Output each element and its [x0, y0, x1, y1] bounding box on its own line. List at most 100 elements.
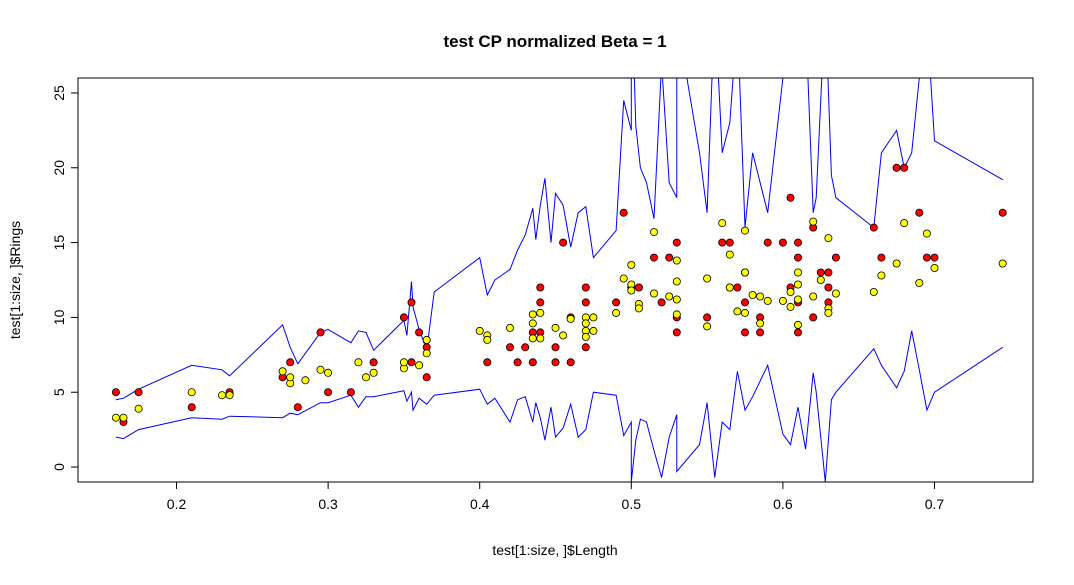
data-point	[794, 295, 803, 304]
x-tick-label: 0.4	[470, 496, 490, 512]
data-point	[869, 287, 878, 296]
data-point	[930, 253, 939, 262]
data-point	[619, 208, 628, 217]
data-point	[718, 238, 727, 247]
data-point	[831, 253, 840, 262]
data-point	[786, 193, 795, 202]
data-point	[286, 358, 295, 367]
data-point	[672, 238, 681, 247]
data-point	[536, 298, 545, 307]
x-tick-label: 0.7	[925, 496, 945, 512]
data-point	[756, 292, 765, 301]
data-point	[483, 358, 492, 367]
data-point	[794, 238, 803, 247]
data-point	[869, 223, 878, 232]
data-point	[589, 326, 598, 335]
data-point	[528, 310, 537, 319]
data-point	[513, 358, 522, 367]
chart-title: test CP normalized Beta = 1	[443, 32, 666, 51]
data-point	[407, 358, 416, 367]
data-point	[634, 283, 643, 292]
data-point	[559, 331, 568, 340]
data-point	[733, 283, 742, 292]
data-point	[672, 328, 681, 337]
y-tick-label: 20	[51, 160, 67, 176]
data-point	[528, 319, 537, 328]
y-axis-label: test[1:size, ]$Rings	[7, 221, 23, 339]
data-point	[892, 163, 901, 172]
x-tick-label: 0.6	[773, 496, 793, 512]
data-point	[650, 289, 659, 298]
data-point	[741, 298, 750, 307]
data-point	[741, 226, 750, 235]
data-point	[361, 373, 370, 382]
data-point	[703, 322, 712, 331]
data-point	[187, 403, 196, 412]
data-point	[915, 278, 924, 287]
data-point	[672, 256, 681, 265]
data-point	[111, 413, 120, 422]
data-point	[672, 295, 681, 304]
data-point	[650, 253, 659, 262]
data-point	[521, 343, 530, 352]
data-point	[225, 391, 234, 400]
data-point	[407, 298, 416, 307]
data-point	[324, 368, 333, 377]
data-point	[612, 298, 621, 307]
data-point	[763, 238, 772, 247]
y-tick-label: 5	[51, 388, 67, 396]
data-point	[824, 308, 833, 317]
data-point	[763, 296, 772, 305]
data-point	[900, 163, 909, 172]
data-point	[627, 260, 636, 269]
data-point	[293, 403, 302, 412]
data-point	[346, 388, 355, 397]
data-point	[741, 328, 750, 337]
data-point	[566, 358, 575, 367]
data-point	[354, 358, 363, 367]
data-point	[794, 268, 803, 277]
data-point	[703, 274, 712, 283]
data-point	[892, 259, 901, 268]
data-point	[794, 280, 803, 289]
data-point	[756, 328, 765, 337]
band-line-upper	[115, 78, 1003, 401]
data-point	[786, 302, 795, 311]
data-point	[369, 358, 378, 367]
data-point	[794, 328, 803, 337]
data-point	[134, 404, 143, 413]
data-point	[369, 368, 378, 377]
data-point	[278, 367, 287, 376]
data-point	[741, 268, 750, 277]
data-point	[703, 313, 712, 322]
data-point	[316, 365, 325, 374]
data-point	[725, 283, 734, 292]
data-point	[187, 388, 196, 397]
data-point	[824, 268, 833, 277]
data-point	[581, 283, 590, 292]
data-point	[725, 250, 734, 259]
data-point	[672, 277, 681, 286]
data-point	[581, 298, 590, 307]
data-point	[528, 358, 537, 367]
data-point	[733, 307, 742, 316]
data-point	[922, 253, 931, 262]
data-point	[422, 335, 431, 344]
data-point	[566, 314, 575, 323]
data-point	[217, 391, 226, 400]
data-point	[794, 320, 803, 329]
y-axis: 0 5 10 15 20 25	[51, 85, 78, 471]
data-point	[877, 271, 886, 280]
data-point	[778, 238, 787, 247]
data-point	[665, 292, 674, 301]
data-point	[551, 343, 560, 352]
data-point	[475, 326, 484, 335]
data-point	[528, 334, 537, 343]
data-point	[665, 253, 674, 262]
data-point	[650, 228, 659, 237]
data-point	[399, 313, 408, 322]
data-point	[922, 229, 931, 238]
data-point	[741, 308, 750, 317]
